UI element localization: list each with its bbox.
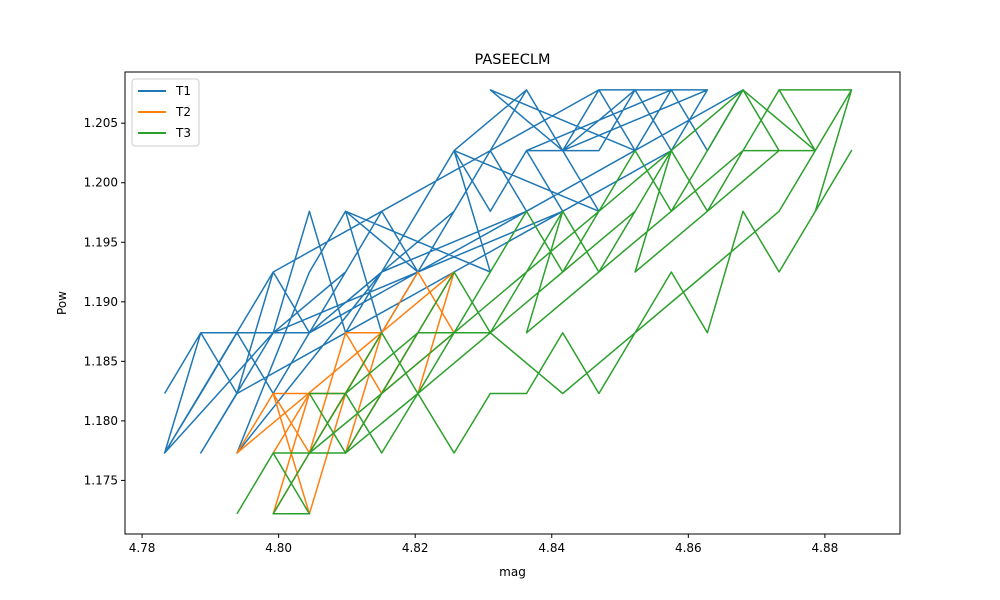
series-layer	[163, 89, 853, 515]
legend: T1 T2 T3	[131, 78, 200, 147]
plot-area	[163, 89, 853, 515]
legend-label-t2: T2	[175, 105, 191, 119]
chart-title: PASEECLM	[475, 52, 551, 68]
series-line-t1	[163, 89, 744, 454]
y-tick-label: 1.180	[84, 414, 118, 428]
x-tick-label: 4.78	[129, 541, 156, 555]
y-axis-label: Pow	[55, 291, 69, 315]
y-tick-label: 1.175	[84, 473, 118, 487]
x-axis-label: mag	[499, 565, 526, 579]
y-tick-label: 1.205	[84, 116, 118, 130]
y-tick-label: 1.195	[84, 235, 118, 249]
y-tick-label: 1.185	[84, 354, 118, 368]
x-tick-label: 4.82	[402, 541, 429, 555]
y-tick-label: 1.190	[84, 295, 118, 309]
plot-frame	[124, 71, 901, 535]
x-tick-label: 4.84	[538, 541, 565, 555]
x-tick-label: 4.88	[812, 541, 839, 555]
legend-entries: T1 T2 T3	[138, 84, 191, 140]
y-tick-label: 1.200	[84, 176, 118, 190]
series-line-t3	[236, 89, 853, 515]
x-tick-label: 4.80	[265, 541, 292, 555]
x-tick-label: 4.86	[675, 541, 702, 555]
y-axis: 1.175 1.180 1.185 1.190 1.195 1.200 1.205	[84, 116, 125, 487]
x-axis: 4.78 4.80 4.82 4.84 4.86 4.88	[129, 534, 839, 555]
legend-label-t3: T3	[175, 126, 191, 140]
legend-label-t1: T1	[175, 84, 191, 98]
